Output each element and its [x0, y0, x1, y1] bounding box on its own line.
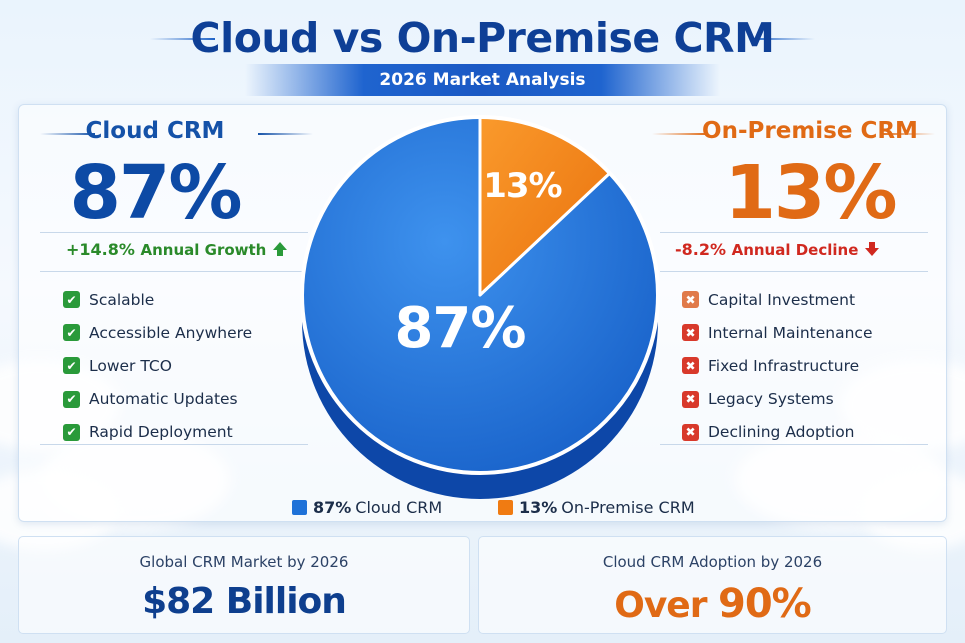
legend-cloud-pct: 87% — [313, 498, 352, 517]
adoption-card: Cloud CRM Adoption by 2026 Over 90% — [478, 536, 947, 634]
check-icon: ✔ — [63, 291, 80, 309]
onprem-feature-item: ✖ Internal Maintenance — [682, 316, 872, 349]
check-icon: ✔ — [63, 324, 80, 342]
page-title: Cloud vs On-Premise CRM — [190, 14, 775, 62]
onprem-feature-label: Declining Adoption — [708, 423, 855, 442]
onprem-trend: -8.2% Annual Decline — [675, 240, 880, 259]
page-subtitle: 2026 Market Analysis — [245, 64, 720, 96]
pie-labels: 87% 13% — [394, 166, 562, 361]
cloud-trend: +14.8% Annual Growth — [66, 240, 288, 259]
cloud-feature-item: ✔ Accessible Anywhere — [63, 316, 252, 349]
onprem-trend-value: -8.2% — [675, 240, 727, 259]
cloud-feature-label: Rapid Deployment — [89, 423, 233, 442]
heading-decoration-line — [880, 133, 935, 135]
adoption-value: Over 90% — [479, 581, 946, 627]
heading-decoration-line — [40, 133, 95, 135]
pie-label-cloud: 87% — [394, 296, 525, 361]
heading-decoration-line — [652, 133, 707, 135]
adoption-prefix: Over — [614, 585, 707, 626]
onprem-feature-label: Internal Maintenance — [708, 323, 873, 342]
cloud-feature-item: ✔ Scalable — [63, 283, 252, 316]
legend-cloud: 87% Cloud CRM — [292, 498, 442, 517]
legend-onprem: 13% On-Premise CRM — [498, 498, 695, 517]
onprem-feature-label: Capital Investment — [708, 290, 856, 309]
x-icon: ✖ — [682, 291, 699, 309]
cloud-share: 87% — [69, 150, 242, 236]
adoption-number: 90% — [718, 581, 812, 627]
divider — [40, 271, 308, 272]
check-icon: ✔ — [63, 390, 80, 408]
onprem-feature-label: Fixed Infrastructure — [708, 356, 860, 375]
cloud-feature-label: Scalable — [89, 290, 155, 309]
cloud-feature-item: ✔ Lower TCO — [63, 349, 252, 382]
title-decoration-line — [150, 38, 215, 40]
cloud-trend-text: Annual Growth — [140, 241, 267, 259]
divider — [660, 444, 928, 445]
onprem-feature-label: Legacy Systems — [708, 390, 834, 409]
cloud-feature-label: Accessible Anywhere — [89, 323, 253, 342]
cloud-feature-list: ✔ Scalable ✔ Accessible Anywhere ✔ Lower TCO ✔… — [63, 283, 252, 449]
arrow-down-icon — [864, 242, 879, 256]
legend-onprem-label: On-Premise CRM — [561, 498, 695, 517]
cloud-feature-label: Automatic Updates — [89, 390, 238, 409]
onprem-feature-item: ✖ Capital Investment — [682, 283, 872, 316]
x-icon: ✖ — [682, 423, 699, 441]
onprem-feature-list: ✖ Capital Investment ✖ Internal Maintenance… — [682, 283, 872, 449]
onprem-feature-item: ✖ Declining Adoption — [682, 416, 872, 449]
legend-cloud-label: Cloud CRM — [355, 498, 443, 517]
onprem-feature-item: ✖ Fixed Infrastructure — [682, 349, 872, 382]
onprem-trend-text: Annual Decline — [731, 241, 859, 259]
x-icon: ✖ — [682, 324, 699, 342]
divider — [40, 232, 308, 233]
onprem-feature-item: ✖ Legacy Systems — [682, 383, 872, 416]
arrow-up-icon — [272, 242, 287, 256]
legend-onprem-pct: 13% — [519, 498, 558, 517]
adoption-label: Cloud CRM Adoption by 2026 — [602, 553, 823, 571]
onprem-heading: On-Premise CRM — [702, 118, 918, 144]
cloud-feature-item: ✔ Automatic Updates — [63, 383, 252, 416]
market-size-card: Global CRM Market by 2026 $82 Billion — [18, 536, 470, 634]
divider — [660, 271, 928, 272]
onprem-share: 13% — [724, 150, 897, 236]
x-icon: ✖ — [682, 357, 699, 375]
heading-decoration-line — [258, 133, 313, 135]
cloud-feature-label: Lower TCO — [89, 356, 172, 375]
market-size-label: Global CRM Market by 2026 — [139, 553, 349, 571]
pie-rim — [300, 115, 660, 475]
x-icon: ✖ — [682, 390, 699, 408]
check-icon: ✔ — [63, 423, 80, 441]
pie-label-onprem: 13% — [483, 166, 561, 206]
divider — [660, 232, 928, 233]
check-icon: ✔ — [63, 357, 80, 375]
divider — [40, 444, 308, 445]
cloud-feature-item: ✔ Rapid Deployment — [63, 416, 252, 449]
cloud-heading: Cloud CRM — [85, 118, 225, 144]
pie-slices — [300, 115, 660, 475]
market-size-value: $82 Billion — [142, 581, 347, 622]
cloud-trend-value: +14.8% — [66, 240, 135, 259]
legend-swatch-onprem — [498, 500, 513, 515]
legend-swatch-cloud — [292, 500, 307, 515]
